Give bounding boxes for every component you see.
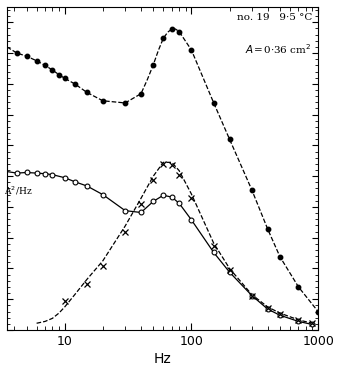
Text: $A$ = 0·36 cm$^2$: $A$ = 0·36 cm$^2$ [246, 43, 312, 56]
Text: no. 19   9·5 °C: no. 19 9·5 °C [237, 13, 312, 22]
X-axis label: Hz: Hz [154, 352, 172, 366]
Text: ○  10$^{-20}$  A$^2$/Hz: ○ 10$^{-20}$ A$^2$/Hz [0, 184, 32, 198]
